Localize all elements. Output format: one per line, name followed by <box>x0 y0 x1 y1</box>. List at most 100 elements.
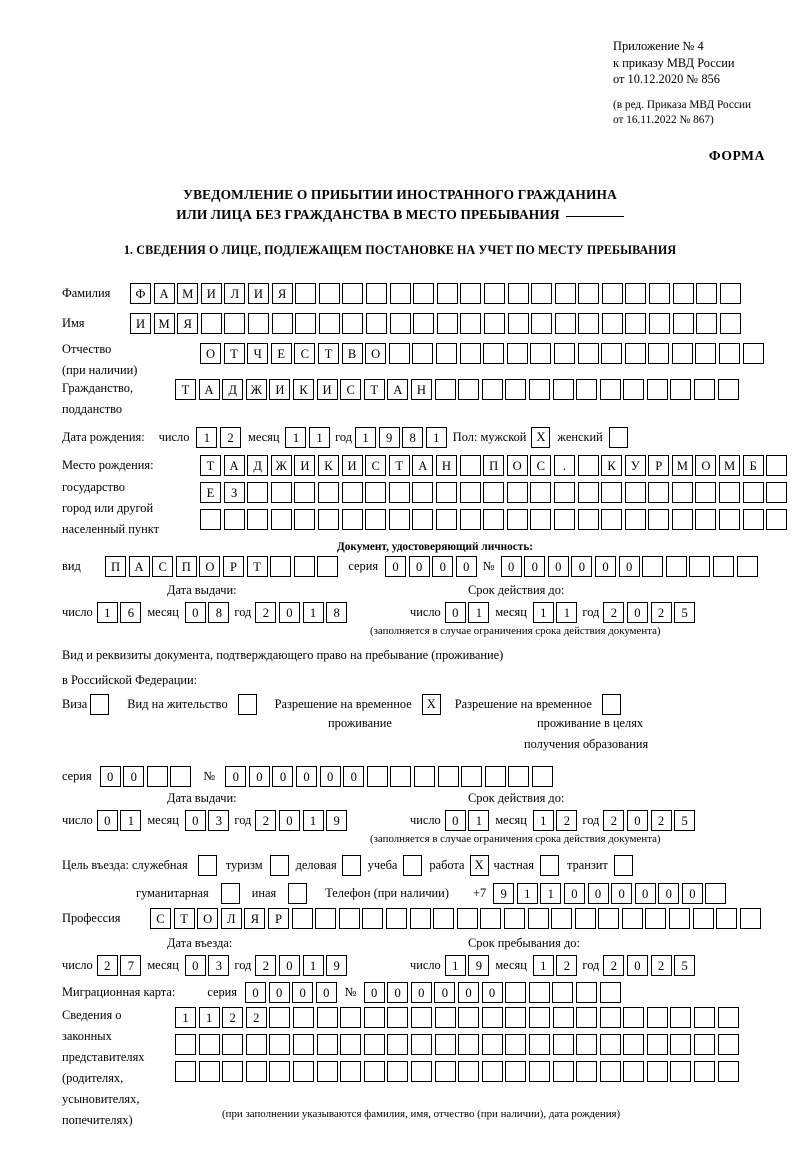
visa-checkbox[interactable] <box>90 694 110 715</box>
char-cell[interactable] <box>200 509 221 530</box>
purpose-official-checkbox[interactable] <box>197 855 217 876</box>
char-cell[interactable] <box>601 482 623 503</box>
char-cell[interactable]: 0 <box>245 982 266 1003</box>
char-cell[interactable]: Р <box>648 455 670 476</box>
char-cell[interactable]: С <box>294 343 316 364</box>
char-cell[interactable]: Л <box>224 283 246 304</box>
char-cell[interactable] <box>551 908 573 929</box>
char-cell[interactable] <box>577 482 599 503</box>
char-cell[interactable]: 0 <box>432 556 454 577</box>
char-cell[interactable]: 5 <box>674 810 696 831</box>
char-cell[interactable]: 1 <box>556 602 578 623</box>
char-cell[interactable] <box>413 283 435 304</box>
char-cell[interactable] <box>766 509 788 530</box>
char-cell[interactable] <box>672 313 694 334</box>
char-cell[interactable] <box>717 379 739 400</box>
char-cell[interactable]: 0 <box>278 955 300 976</box>
char-cell[interactable]: 0 <box>571 556 593 577</box>
char-cell[interactable] <box>269 1061 291 1082</box>
char-cell[interactable]: 5 <box>674 955 696 976</box>
char-cell[interactable] <box>598 908 620 929</box>
char-cell[interactable] <box>624 509 646 530</box>
char-cell[interactable] <box>766 455 788 476</box>
char-cell[interactable] <box>530 343 552 364</box>
birthplace-cells-3[interactable] <box>200 509 788 530</box>
char-cell[interactable] <box>340 1061 362 1082</box>
char-cell[interactable] <box>295 313 317 334</box>
char-cell[interactable] <box>695 343 717 364</box>
char-cell[interactable]: 0 <box>481 982 503 1003</box>
char-cell[interactable] <box>458 1034 480 1055</box>
char-cell[interactable] <box>665 556 687 577</box>
char-cell[interactable] <box>316 1007 338 1028</box>
char-cell[interactable]: 2 <box>96 955 118 976</box>
char-cell[interactable] <box>530 482 552 503</box>
char-cell[interactable]: 0 <box>457 982 479 1003</box>
char-cell[interactable] <box>671 509 693 530</box>
char-cell[interactable] <box>670 379 692 400</box>
char-cell[interactable] <box>481 1007 503 1028</box>
char-cell[interactable]: И <box>294 455 316 476</box>
char-cell[interactable] <box>719 343 741 364</box>
char-cell[interactable] <box>388 343 410 364</box>
char-cell[interactable] <box>507 283 529 304</box>
char-cell[interactable] <box>599 982 621 1003</box>
char-cell[interactable] <box>505 379 527 400</box>
char-cell[interactable]: 2 <box>255 955 277 976</box>
char-cell[interactable] <box>389 313 411 334</box>
char-cell[interactable] <box>338 908 360 929</box>
char-cell[interactable] <box>646 1034 668 1055</box>
char-cell[interactable]: 0 <box>184 955 206 976</box>
char-cell[interactable] <box>623 1007 645 1028</box>
char-cell[interactable] <box>269 1007 291 1028</box>
char-cell[interactable]: 0 <box>618 556 640 577</box>
char-cell[interactable]: 0 <box>296 766 318 787</box>
char-cell[interactable] <box>459 482 481 503</box>
char-cell[interactable] <box>434 1007 456 1028</box>
char-cell[interactable] <box>505 1061 527 1082</box>
char-cell[interactable] <box>528 1034 550 1055</box>
char-cell[interactable] <box>717 1061 739 1082</box>
char-cell[interactable] <box>505 982 527 1003</box>
char-cell[interactable]: 0 <box>278 810 300 831</box>
char-cell[interactable]: М <box>177 283 199 304</box>
purpose-tourism-checkbox[interactable] <box>269 855 289 876</box>
char-cell[interactable]: 0 <box>184 810 206 831</box>
char-cell[interactable]: 1 <box>532 810 554 831</box>
char-cell[interactable] <box>341 482 363 503</box>
char-cell[interactable] <box>719 283 741 304</box>
char-cell[interactable] <box>222 1061 244 1082</box>
char-cell[interactable]: 2 <box>650 955 672 976</box>
char-cell[interactable]: П <box>175 556 197 577</box>
char-cell[interactable] <box>692 908 714 929</box>
char-cell[interactable] <box>292 1061 314 1082</box>
char-cell[interactable]: Т <box>223 343 245 364</box>
purpose-work-checkbox[interactable]: X <box>469 855 489 876</box>
char-cell[interactable]: 0 <box>611 883 633 904</box>
char-cell[interactable] <box>505 1034 527 1055</box>
char-cell[interactable] <box>461 766 483 787</box>
char-cell[interactable] <box>694 1007 716 1028</box>
sex-female-checkbox[interactable] <box>608 427 628 448</box>
char-cell[interactable]: Т <box>246 556 268 577</box>
char-cell[interactable] <box>480 908 502 929</box>
char-cell[interactable]: И <box>269 379 291 400</box>
char-cell[interactable]: 0 <box>292 982 314 1003</box>
char-cell[interactable] <box>624 343 646 364</box>
char-cell[interactable] <box>245 1034 267 1055</box>
char-cell[interactable]: И <box>316 379 338 400</box>
char-cell[interactable] <box>414 766 436 787</box>
char-cell[interactable]: 0 <box>658 883 680 904</box>
char-cell[interactable]: А <box>223 455 245 476</box>
char-cell[interactable] <box>483 283 505 304</box>
char-cell[interactable] <box>576 1061 598 1082</box>
representatives-cells-3[interactable] <box>175 1061 739 1082</box>
